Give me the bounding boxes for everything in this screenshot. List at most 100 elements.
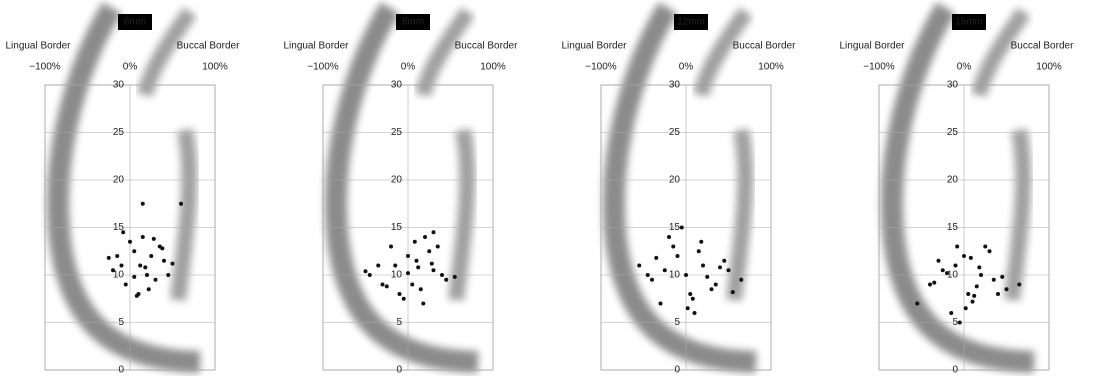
data-point bbox=[949, 311, 953, 315]
data-point bbox=[731, 290, 735, 294]
data-point bbox=[430, 262, 434, 266]
data-point bbox=[421, 302, 425, 306]
data-point bbox=[149, 254, 153, 258]
data-point bbox=[705, 275, 709, 279]
y-tick-label: 30 bbox=[113, 80, 125, 91]
data-point bbox=[954, 264, 958, 268]
data-point bbox=[427, 249, 431, 253]
data-point bbox=[368, 273, 372, 277]
data-point bbox=[423, 235, 427, 239]
data-point bbox=[718, 265, 722, 269]
data-point bbox=[739, 278, 743, 282]
x-tick-label: 0% bbox=[401, 62, 416, 73]
annotation: Buccal Border bbox=[177, 41, 240, 52]
data-point bbox=[132, 249, 136, 253]
data-point bbox=[141, 202, 145, 206]
y-tick-label: 20 bbox=[113, 175, 125, 186]
y-tick-label: 5 bbox=[396, 317, 402, 328]
y-tick-label: 0 bbox=[674, 365, 680, 376]
y-tick-label: 30 bbox=[947, 80, 959, 91]
data-point bbox=[385, 284, 389, 288]
data-point bbox=[115, 254, 119, 258]
data-point bbox=[1017, 283, 1021, 287]
data-point bbox=[152, 237, 156, 241]
y-tick-label: 15 bbox=[669, 222, 681, 233]
data-point bbox=[915, 302, 919, 306]
data-point bbox=[676, 254, 680, 258]
data-point bbox=[663, 268, 667, 272]
data-point bbox=[402, 297, 406, 301]
data-point bbox=[637, 264, 641, 268]
data-point bbox=[120, 264, 124, 268]
data-point bbox=[971, 300, 975, 304]
data-point bbox=[432, 268, 436, 272]
data-point bbox=[972, 294, 976, 298]
data-point bbox=[941, 268, 945, 272]
data-point bbox=[671, 245, 675, 249]
y-tick-label: 25 bbox=[113, 127, 125, 138]
panel: 051015202530−100%0%100%6mmLingual Border… bbox=[5, 8, 240, 376]
data-point bbox=[928, 283, 932, 287]
y-tick-label: 5 bbox=[118, 317, 124, 328]
data-point bbox=[691, 297, 695, 301]
y-tick-label: 5 bbox=[952, 317, 958, 328]
data-point bbox=[440, 273, 444, 277]
data-point bbox=[988, 249, 992, 253]
y-tick-label: 15 bbox=[947, 222, 959, 233]
data-point bbox=[983, 245, 987, 249]
data-point bbox=[996, 292, 1000, 296]
data-point bbox=[693, 311, 697, 315]
x-tick-label: 0% bbox=[123, 62, 138, 73]
data-point bbox=[453, 275, 457, 279]
data-point bbox=[138, 264, 142, 268]
data-point bbox=[722, 259, 726, 263]
annotation: Buccal Border bbox=[733, 41, 796, 52]
data-point bbox=[701, 264, 705, 268]
data-point bbox=[143, 265, 147, 269]
y-tick-label: 15 bbox=[391, 222, 403, 233]
data-point bbox=[132, 275, 136, 279]
y-tick-label: 0 bbox=[118, 365, 124, 376]
data-point bbox=[714, 283, 718, 287]
y-tick-label: 25 bbox=[669, 127, 681, 138]
chart-title: 15mm bbox=[955, 17, 983, 28]
data-point bbox=[977, 265, 981, 269]
y-tick-label: 20 bbox=[391, 175, 403, 186]
y-tick-label: 25 bbox=[391, 127, 403, 138]
data-point bbox=[979, 273, 983, 277]
ct-image bbox=[423, 12, 468, 300]
data-point bbox=[111, 268, 115, 272]
data-point bbox=[697, 249, 701, 253]
data-point bbox=[141, 235, 145, 239]
y-tick-label: 25 bbox=[947, 127, 959, 138]
y-tick-label: 10 bbox=[947, 270, 959, 281]
y-tick-label: 10 bbox=[391, 270, 403, 281]
panel: 051015202530−100%0%100%15mmLingual Borde… bbox=[839, 8, 1074, 376]
data-point bbox=[179, 202, 183, 206]
data-point bbox=[688, 292, 692, 296]
data-point bbox=[964, 306, 968, 310]
data-point bbox=[419, 287, 423, 291]
data-point bbox=[154, 278, 158, 282]
data-point bbox=[393, 264, 397, 268]
annotation: Buccal Border bbox=[1011, 41, 1074, 52]
data-point bbox=[107, 256, 111, 260]
data-point bbox=[128, 240, 132, 244]
data-point bbox=[406, 254, 410, 258]
data-point bbox=[1005, 287, 1009, 291]
data-point bbox=[966, 292, 970, 296]
data-point bbox=[121, 230, 125, 234]
x-tick-label: 0% bbox=[957, 62, 972, 73]
data-point bbox=[686, 306, 690, 310]
annotation: Lingual Border bbox=[839, 41, 905, 52]
data-point bbox=[147, 287, 151, 291]
data-point bbox=[937, 259, 941, 263]
data-point bbox=[406, 271, 410, 275]
y-tick-label: 30 bbox=[669, 80, 681, 91]
data-point bbox=[124, 283, 128, 287]
data-point bbox=[410, 283, 414, 287]
chart-title: 6mm bbox=[124, 17, 146, 28]
data-point bbox=[710, 287, 714, 291]
data-point bbox=[659, 302, 663, 306]
data-point bbox=[444, 278, 448, 282]
